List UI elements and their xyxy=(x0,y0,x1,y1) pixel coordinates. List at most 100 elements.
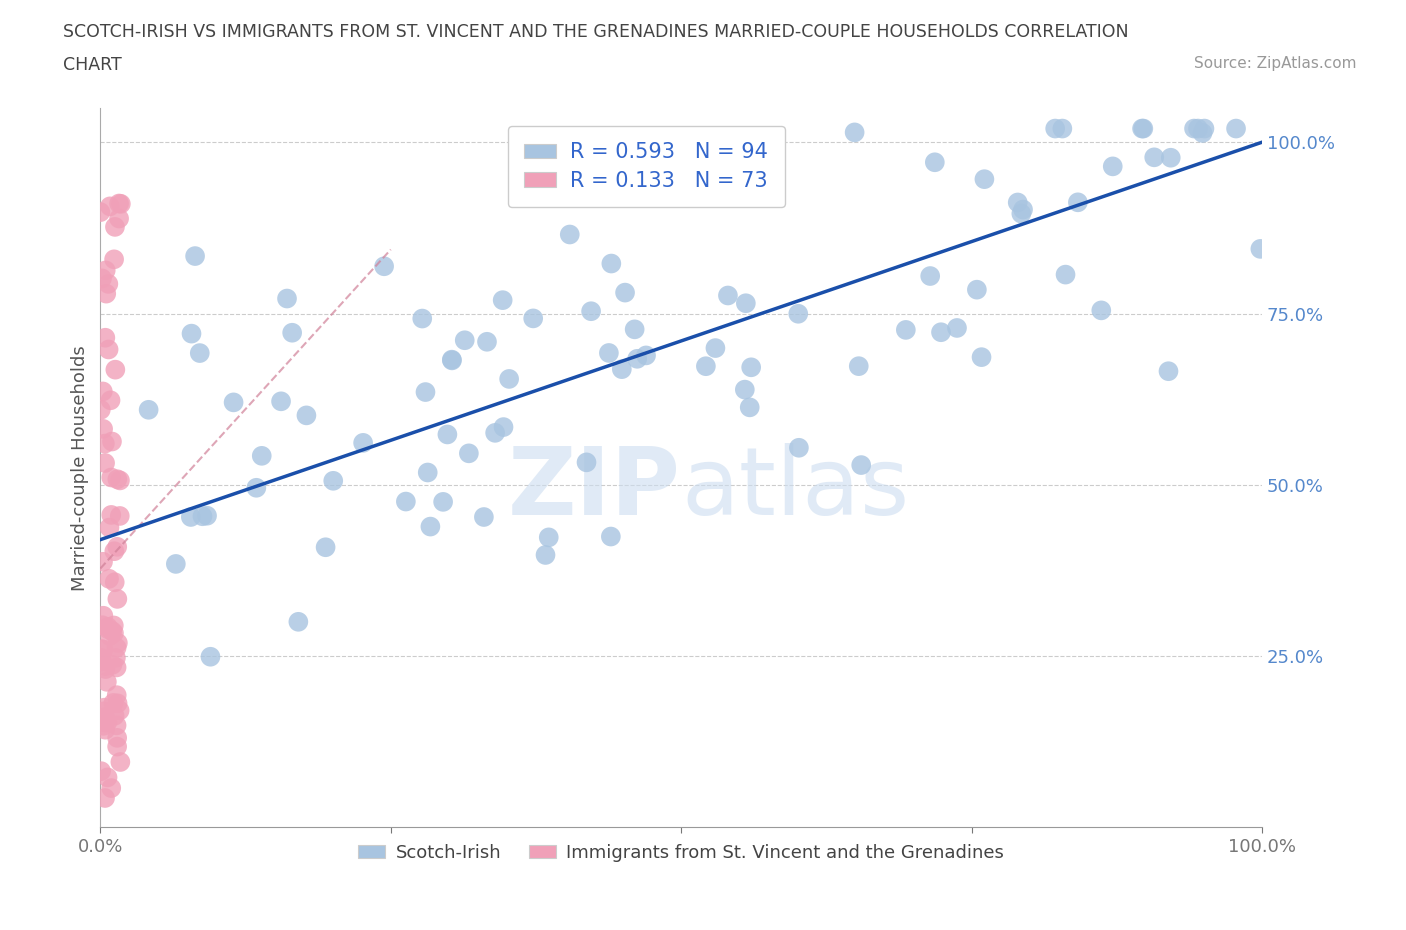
Point xyxy=(108,196,131,211)
Point xyxy=(94,723,117,737)
Point xyxy=(110,196,132,211)
Point xyxy=(191,509,214,524)
Point xyxy=(411,312,433,326)
Point xyxy=(522,311,544,325)
Point xyxy=(108,473,131,488)
Point xyxy=(188,346,211,361)
Point xyxy=(472,510,495,525)
Point xyxy=(599,529,621,544)
Point xyxy=(415,385,437,400)
Point xyxy=(94,658,117,673)
Point xyxy=(454,333,477,348)
Point xyxy=(1160,151,1182,166)
Point xyxy=(93,704,115,719)
Point xyxy=(322,473,344,488)
Point xyxy=(634,165,657,179)
Point xyxy=(195,509,218,524)
Point xyxy=(276,291,298,306)
Point xyxy=(100,392,122,407)
Point xyxy=(610,362,633,377)
Point xyxy=(94,790,117,805)
Point xyxy=(184,248,207,263)
Point xyxy=(110,754,132,769)
Point xyxy=(107,635,129,650)
Point xyxy=(1052,121,1074,136)
Text: atlas: atlas xyxy=(681,444,910,536)
Point xyxy=(534,548,557,563)
Point xyxy=(1067,195,1090,210)
Point xyxy=(100,780,122,795)
Point xyxy=(295,408,318,423)
Text: SCOTCH-IRISH VS IMMIGRANTS FROM ST. VINCENT AND THE GRENADINES MARRIED-COUPLE HO: SCOTCH-IRISH VS IMMIGRANTS FROM ST. VINC… xyxy=(63,23,1129,41)
Text: CHART: CHART xyxy=(63,56,122,73)
Point xyxy=(598,346,620,361)
Point xyxy=(103,696,125,711)
Point xyxy=(626,352,648,366)
Point xyxy=(1130,121,1153,136)
Point xyxy=(105,472,128,486)
Point xyxy=(93,608,115,623)
Point xyxy=(270,394,292,409)
Point xyxy=(1191,126,1213,140)
Point xyxy=(848,359,870,374)
Point xyxy=(623,322,645,337)
Point xyxy=(94,330,117,345)
Point xyxy=(738,400,761,415)
Point xyxy=(281,326,304,340)
Point xyxy=(537,530,560,545)
Point xyxy=(844,125,866,140)
Point xyxy=(579,304,602,319)
Point xyxy=(90,642,112,657)
Point xyxy=(1225,121,1247,136)
Point xyxy=(98,629,121,644)
Point xyxy=(105,730,128,745)
Point xyxy=(103,618,125,633)
Point xyxy=(104,650,127,665)
Point xyxy=(1010,206,1032,221)
Point xyxy=(1132,121,1154,136)
Point xyxy=(108,211,131,226)
Point xyxy=(1043,121,1066,136)
Point xyxy=(103,252,125,267)
Point xyxy=(97,619,120,634)
Point xyxy=(105,687,128,702)
Point xyxy=(717,288,740,303)
Point xyxy=(440,352,463,367)
Point xyxy=(90,654,112,669)
Point xyxy=(94,263,117,278)
Point xyxy=(1090,303,1112,318)
Point xyxy=(924,154,946,169)
Point xyxy=(929,325,952,339)
Point xyxy=(101,623,124,638)
Point xyxy=(104,219,127,234)
Point xyxy=(89,205,111,219)
Point xyxy=(104,362,127,377)
Point xyxy=(851,458,873,472)
Point xyxy=(1101,159,1123,174)
Point xyxy=(416,465,439,480)
Point xyxy=(920,269,942,284)
Point xyxy=(475,334,498,349)
Point xyxy=(734,382,756,397)
Point xyxy=(97,622,120,637)
Point xyxy=(93,700,115,715)
Point xyxy=(1249,242,1271,257)
Point xyxy=(484,425,506,440)
Point xyxy=(104,575,127,590)
Point xyxy=(91,714,114,729)
Point xyxy=(1157,364,1180,379)
Text: Source: ZipAtlas.com: Source: ZipAtlas.com xyxy=(1194,56,1357,71)
Point xyxy=(287,615,309,630)
Point xyxy=(90,403,112,418)
Point xyxy=(600,256,623,271)
Point xyxy=(108,703,131,718)
Point xyxy=(315,539,337,554)
Point xyxy=(1143,150,1166,165)
Point xyxy=(96,286,118,301)
Point xyxy=(100,470,122,485)
Point xyxy=(93,642,115,657)
Point xyxy=(575,455,598,470)
Point xyxy=(98,199,121,214)
Point xyxy=(245,480,267,495)
Point xyxy=(165,556,187,571)
